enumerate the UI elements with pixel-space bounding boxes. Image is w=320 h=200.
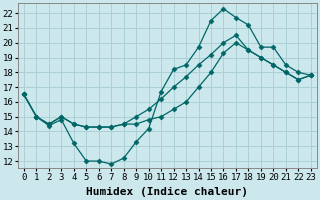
X-axis label: Humidex (Indice chaleur): Humidex (Indice chaleur): [86, 187, 248, 197]
